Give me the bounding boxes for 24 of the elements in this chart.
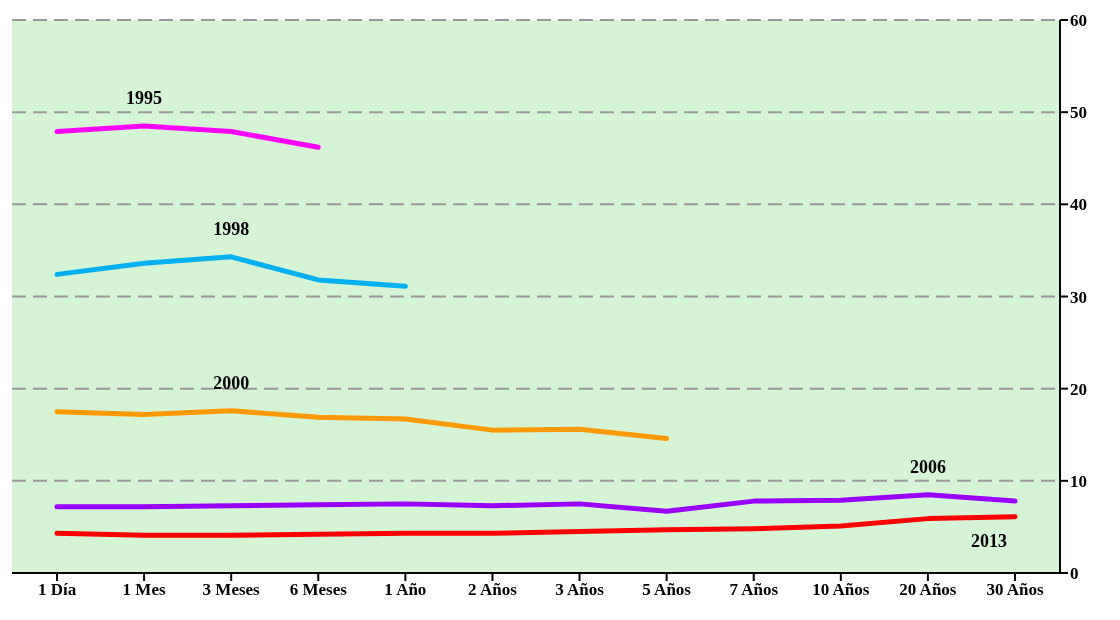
x-tick-label: 3 Años <box>555 580 605 600</box>
y-tick-label: 40 <box>1070 195 1087 215</box>
x-tick-label: 10 Años <box>812 580 870 600</box>
x-tick-label: 1 Mes <box>122 580 166 600</box>
x-tick-label: 7 Años <box>729 580 779 600</box>
x-tick-label: 3 Meses <box>202 580 261 600</box>
x-tick-label: 20 Años <box>899 580 957 600</box>
y-tick-label: 30 <box>1070 287 1087 307</box>
series-label: 2013 <box>971 530 1007 551</box>
series-label: 1998 <box>213 218 250 239</box>
y-tick-label: 0 <box>1070 564 1079 584</box>
x-tick-label: 30 Años <box>986 580 1044 600</box>
y-tick-label: 60 <box>1070 11 1087 31</box>
x-tick-label: 2 Años <box>468 580 518 600</box>
series-label: 2000 <box>213 372 250 393</box>
y-tick-label: 20 <box>1070 379 1087 399</box>
series-label: 1995 <box>126 87 163 108</box>
x-tick-label: 6 Meses <box>289 580 348 600</box>
series-label: 2006 <box>909 456 946 477</box>
y-tick-label: 50 <box>1070 103 1087 123</box>
x-tick-label: 1 Año <box>384 580 427 600</box>
y-tick-label: 10 <box>1070 471 1087 491</box>
x-tick-label: 1 Día <box>37 580 77 600</box>
x-tick-label: 5 Años <box>642 580 692 600</box>
